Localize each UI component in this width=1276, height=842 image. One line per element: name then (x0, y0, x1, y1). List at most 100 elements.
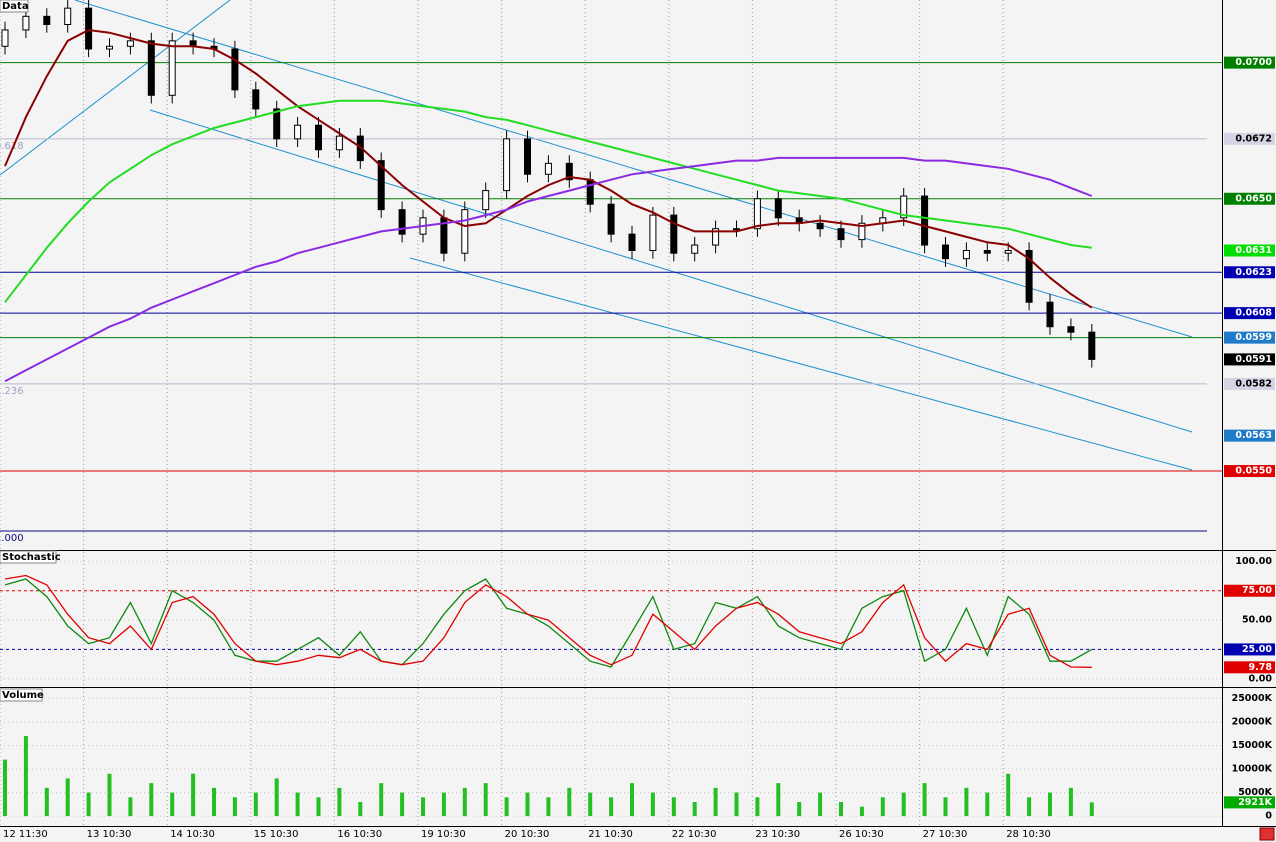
volume-bar (274, 778, 279, 817)
candle-body (294, 124, 302, 140)
volume-bar (441, 792, 446, 817)
x-tick-label: 20 10:30 (505, 829, 550, 840)
price-tag-label: 0.0608 (1235, 308, 1272, 319)
panel-title: Volume (2, 690, 44, 701)
volume-bar (107, 773, 112, 817)
candle-body (1, 29, 9, 47)
volume-bar (462, 787, 467, 817)
corner-button[interactable] (1259, 827, 1275, 841)
candle-body (398, 209, 406, 235)
volume-bar (859, 806, 864, 817)
y-tick-label: 20000K (1232, 716, 1273, 727)
y-tick-label: 50.00 (1242, 615, 1272, 626)
trend-line (74, 0, 1193, 338)
volume-bar (65, 778, 70, 817)
candle-body (691, 244, 699, 254)
moving-average (4, 28, 1093, 309)
price-tag (1224, 465, 1275, 478)
candle-body (628, 233, 636, 251)
volume-bar (295, 792, 300, 817)
candle-body (168, 40, 176, 96)
candle-body (774, 198, 782, 219)
volume-bar (253, 792, 258, 817)
y-tick-label: 25000K (1232, 693, 1273, 704)
candle-body (1088, 331, 1096, 360)
x-tick-label: 16 10:30 (337, 829, 382, 840)
volume-bar (337, 787, 342, 817)
volume-bar (567, 787, 572, 817)
price-tag-label: 9.78 (1249, 662, 1273, 673)
candle-body (607, 203, 615, 235)
price-tag (1224, 56, 1275, 69)
trend-line (149, 109, 1193, 433)
y-tick-label: 5000K (1238, 787, 1272, 798)
candle-body (315, 124, 322, 151)
price-tag-label: 0.0623 (1235, 267, 1272, 278)
volume-bar (316, 797, 321, 817)
moving-average (4, 156, 1093, 383)
volume-bar (901, 792, 906, 817)
candle-body (147, 40, 155, 96)
price-tag-label: 2921K (1238, 797, 1272, 808)
price-tag (1224, 331, 1275, 344)
volume-bar (943, 797, 948, 817)
x-tick-label: 28 10:30 (1006, 829, 1051, 840)
price-tag (1224, 132, 1275, 145)
candle-body (377, 160, 385, 211)
candle-body (524, 138, 531, 175)
trend-line (0, 0, 231, 176)
volume-bar (880, 797, 885, 817)
price-tag-label: 0.0563 (1235, 430, 1272, 441)
title-box (0, 0, 29, 13)
volume-bar (44, 787, 49, 817)
volume-bar (818, 792, 823, 817)
price-tag (1224, 584, 1275, 597)
volume-bar (985, 792, 990, 817)
candle-body (753, 198, 761, 230)
candle-body (273, 108, 281, 140)
candle-body (983, 249, 991, 254)
volume-bar (358, 801, 363, 817)
y-tick-label: 10000K (1232, 764, 1273, 775)
panel-title: Data (2, 1, 29, 12)
volume-bar (1006, 773, 1011, 817)
volume-bar (128, 797, 133, 817)
trend-line (409, 257, 1193, 471)
fib-label: 0.618 (0, 141, 24, 152)
price-tag-label: 0.0631 (1235, 245, 1272, 256)
volume-bar (692, 801, 697, 817)
trend-lines (0, 0, 1193, 471)
volume-bar (379, 783, 384, 817)
x-tick-label: 14 10:30 (170, 829, 215, 840)
candle-body (1067, 326, 1075, 333)
candle-body (670, 214, 678, 254)
volume-bar (734, 792, 739, 817)
price-tag-label: 75.00 (1242, 585, 1272, 596)
x-tick-label: 13 10:30 (87, 829, 132, 840)
candle-body (921, 195, 929, 246)
price-tag-label: 0.0550 (1235, 466, 1272, 477)
price-tag-label: 0.0700 (1235, 57, 1272, 68)
candle-body (837, 228, 845, 241)
price-tag-label: 0.0591 (1235, 354, 1272, 365)
candle-body (586, 179, 594, 205)
candle-body (252, 89, 260, 110)
volume-bar (588, 792, 593, 817)
candle-body (64, 7, 72, 26)
x-tick-label: 27 10:30 (923, 829, 968, 840)
volume-bar (922, 783, 927, 817)
candle-body (106, 45, 113, 50)
volume-bar (23, 736, 28, 817)
volume-bar (400, 792, 405, 817)
candle-body (733, 228, 740, 231)
price-tag (1224, 377, 1275, 390)
candle-body (942, 244, 949, 260)
price-tag (1224, 266, 1275, 279)
price-tag-label: 25.00 (1242, 644, 1272, 655)
volume-bar (212, 787, 216, 817)
candle-body (816, 222, 824, 230)
